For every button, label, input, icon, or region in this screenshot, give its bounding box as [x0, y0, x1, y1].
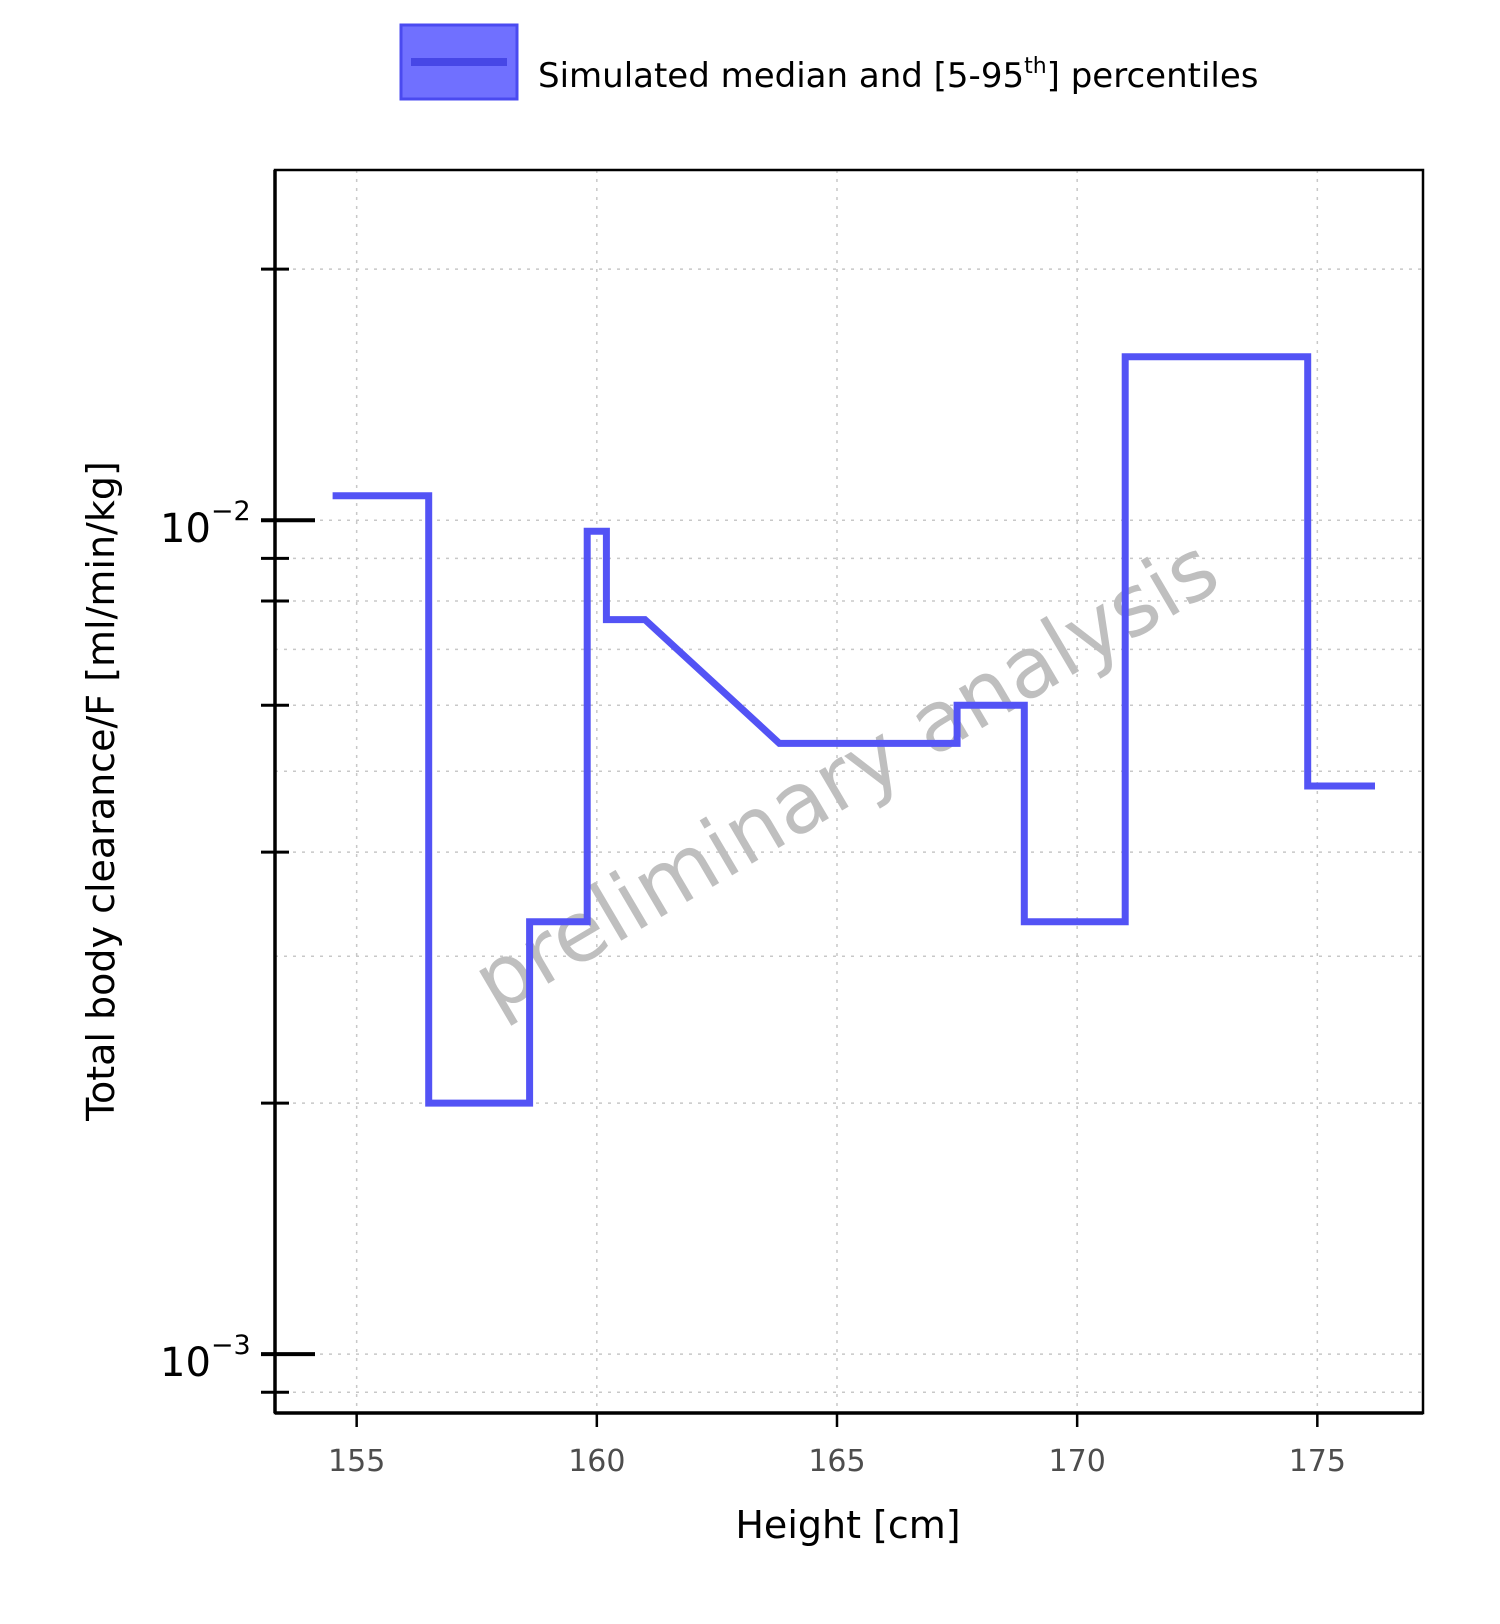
y-axis-title: Total body clearance/F [ml/min/kg] [79, 461, 123, 1122]
x-tick-label: 175 [1289, 1444, 1346, 1479]
x-tick-label: 155 [328, 1444, 385, 1479]
x-tick-labels: 155 160 165 170 175 [328, 1444, 1346, 1479]
series-line [332, 353, 1375, 1107]
legend-label: Simulated median and [5-95th] percentile… [538, 54, 1258, 96]
y-tick-labels: 10−2 10−3 [160, 496, 251, 1386]
x-tick-label: 165 [808, 1444, 865, 1479]
legend: Simulated median and [5-95th] percentile… [399, 23, 1258, 101]
y-tick-label: 10−2 [160, 496, 251, 552]
ticks [261, 267, 1319, 1427]
y-tick-label: 10−3 [160, 1330, 251, 1386]
watermark: preliminary analysis [456, 518, 1234, 1031]
gridlines [275, 170, 1423, 1413]
x-tick-label: 160 [568, 1444, 625, 1479]
x-tick-label: 170 [1049, 1444, 1106, 1479]
series-layer [332, 353, 1375, 1107]
x-axis-title: Height [cm] [735, 1503, 960, 1547]
